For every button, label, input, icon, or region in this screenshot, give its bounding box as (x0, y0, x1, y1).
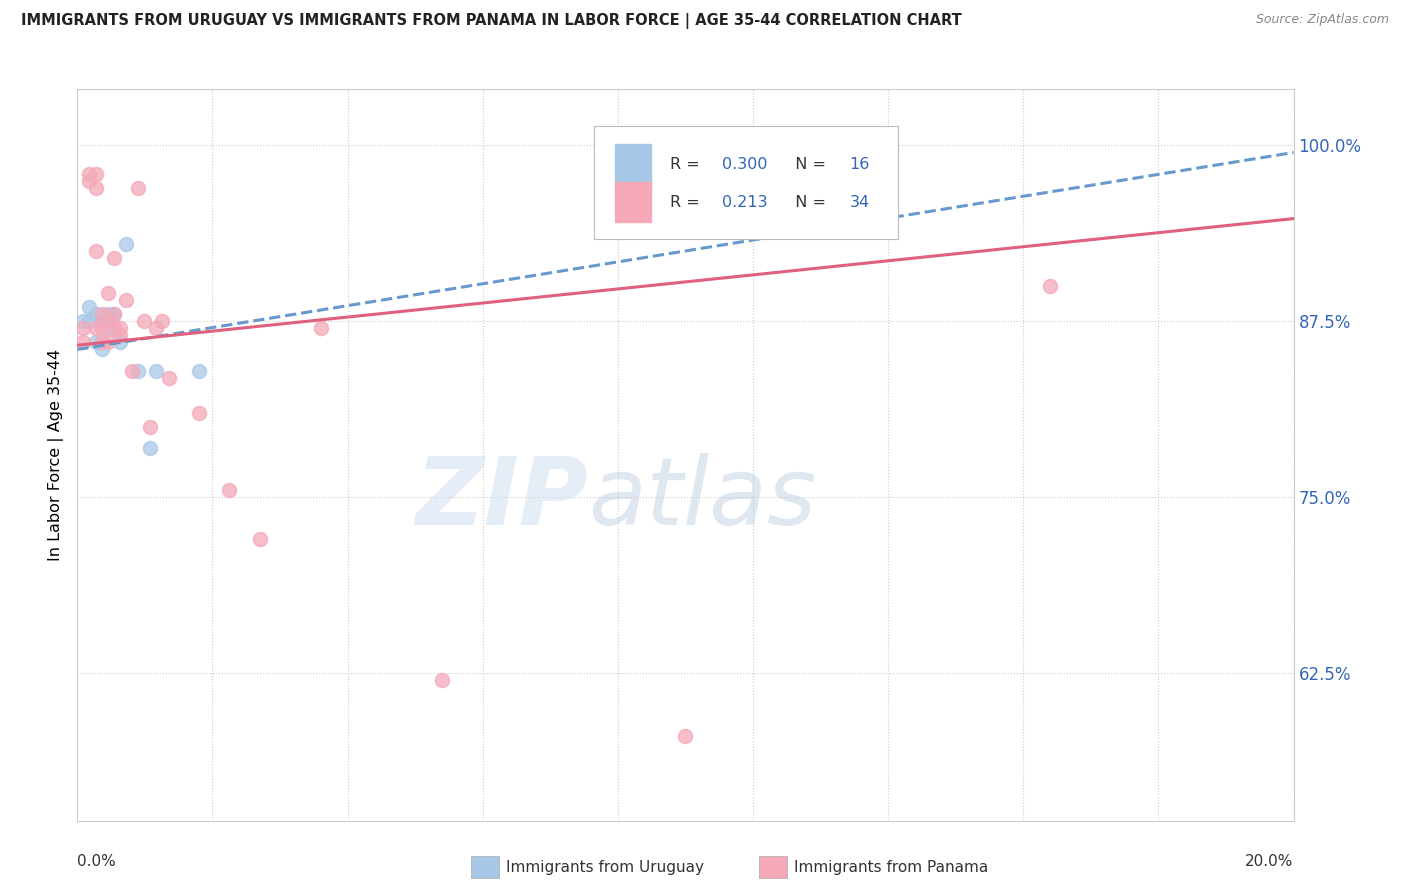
Point (127, 180, 149, 194)
Point (188, 363, 211, 377)
Point (108, 321, 131, 335)
Point (108, 328, 131, 343)
Point (84, 335, 107, 350)
Point (79, 300, 101, 314)
Point (79, 174, 101, 188)
Text: N =: N = (785, 194, 831, 210)
Point (103, 321, 125, 335)
Text: Source: ZipAtlas.com: Source: ZipAtlas.com (1256, 13, 1389, 27)
Point (79, 314, 101, 328)
Point (103, 307, 125, 321)
Y-axis label: In Labor Force | Age 35-44: In Labor Force | Age 35-44 (48, 349, 65, 561)
Point (115, 293, 138, 308)
Point (121, 363, 143, 377)
Point (675, 729, 697, 743)
Point (108, 335, 131, 350)
Point (188, 406, 211, 420)
Point (139, 419, 162, 434)
FancyBboxPatch shape (614, 182, 651, 222)
Point (90, 321, 112, 335)
Point (432, 673, 454, 687)
Point (72, 335, 94, 350)
Point (145, 363, 167, 377)
Point (115, 236, 138, 251)
Point (97, 286, 120, 301)
Point (84, 180, 107, 194)
Point (1039, 279, 1062, 293)
Point (97, 321, 120, 335)
Point (249, 533, 271, 547)
Point (139, 441, 162, 455)
Point (84, 307, 107, 321)
Point (97, 335, 120, 350)
Point (90, 307, 112, 321)
Text: N =: N = (785, 157, 831, 171)
Text: ZIP: ZIP (415, 453, 588, 545)
Point (84, 321, 107, 335)
FancyBboxPatch shape (595, 126, 898, 239)
Point (84, 244, 107, 258)
Point (84, 167, 107, 181)
Point (72, 321, 94, 335)
Text: IMMIGRANTS FROM URUGUAY VS IMMIGRANTS FROM PANAMA IN LABOR FORCE | AGE 35-44 COR: IMMIGRANTS FROM URUGUAY VS IMMIGRANTS FR… (21, 13, 962, 29)
Point (152, 314, 174, 328)
Point (103, 251, 125, 265)
Point (90, 314, 112, 328)
Point (127, 363, 149, 377)
Point (79, 167, 101, 181)
Text: 16: 16 (849, 157, 870, 171)
Point (90, 343, 112, 357)
Point (90, 335, 112, 350)
Point (157, 370, 180, 384)
Text: Immigrants from Uruguay: Immigrants from Uruguay (506, 860, 704, 874)
Point (97, 314, 120, 328)
Text: Immigrants from Panama: Immigrants from Panama (794, 860, 988, 874)
Point (72, 314, 94, 328)
Text: 34: 34 (849, 194, 870, 210)
Point (145, 321, 167, 335)
Text: atlas: atlas (588, 453, 817, 544)
Point (218, 483, 240, 497)
FancyBboxPatch shape (614, 144, 651, 185)
Point (134, 314, 156, 328)
Text: 0.0%: 0.0% (77, 854, 117, 869)
Point (309, 321, 332, 335)
Point (97, 307, 120, 321)
Text: 0.300: 0.300 (721, 157, 768, 171)
Text: R =: R = (669, 194, 704, 210)
Text: R =: R = (669, 157, 704, 171)
Text: 0.213: 0.213 (721, 194, 768, 210)
Text: 20.0%: 20.0% (1246, 854, 1294, 869)
Point (103, 307, 125, 321)
